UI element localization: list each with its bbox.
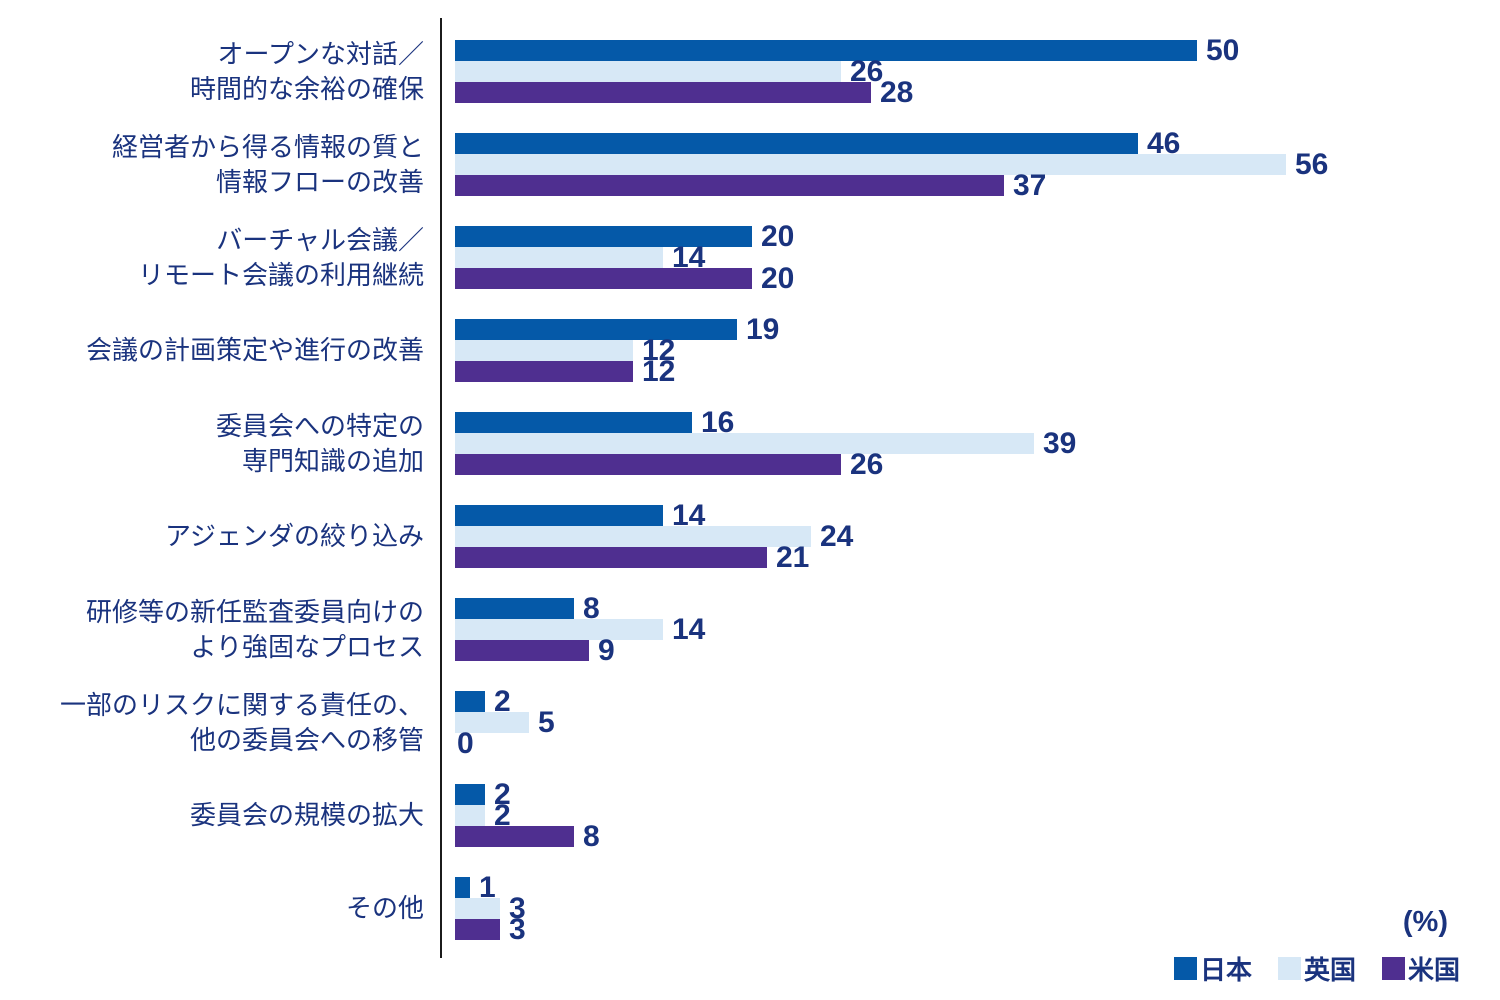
category-label: アジェンダの絞り込み bbox=[0, 505, 424, 568]
category-label: 会議の計画策定や進行の改善 bbox=[0, 319, 424, 382]
category-label: 経営者から得る情報の質と情報フローの改善 bbox=[0, 131, 424, 197]
category-label-line: 委員会への特定の bbox=[215, 410, 424, 441]
bar-japan bbox=[455, 226, 752, 247]
category-label-line: 専門知識の追加 bbox=[241, 445, 424, 476]
category-label-line: 情報フローの改善 bbox=[215, 166, 424, 197]
legend: 日本 英国 米国 bbox=[1173, 950, 1460, 987]
bar-us bbox=[455, 82, 871, 103]
category-label-line: 一部のリスクに関する責任の、 bbox=[59, 689, 424, 720]
legend-swatch-uk bbox=[1277, 957, 1301, 980]
value-label-us: 3 bbox=[509, 912, 526, 946]
value-label-japan: 1 bbox=[479, 870, 496, 904]
value-label-us: 20 bbox=[761, 261, 795, 295]
bar-uk bbox=[455, 247, 663, 268]
bar-uk bbox=[455, 154, 1286, 175]
value-label-japan: 16 bbox=[701, 405, 735, 439]
category-label: バーチャル会議／ リモート会議の利用継続 bbox=[0, 224, 424, 290]
value-label-us: 0 bbox=[457, 726, 474, 760]
value-label-uk: 24 bbox=[820, 519, 854, 553]
value-label-uk: 39 bbox=[1043, 426, 1077, 460]
bar-japan bbox=[455, 505, 663, 526]
value-label-japan: 50 bbox=[1206, 33, 1240, 67]
bar-us bbox=[455, 361, 633, 382]
legend-item-uk: 英国 bbox=[1277, 950, 1356, 987]
bar-uk bbox=[455, 340, 633, 361]
bar-uk bbox=[455, 433, 1034, 454]
bar-uk bbox=[455, 805, 485, 826]
bar-japan bbox=[455, 133, 1138, 154]
percent-unit-label: (%) bbox=[1402, 906, 1448, 938]
legend-label-uk: 英国 bbox=[1303, 955, 1356, 985]
category-label-line: アジェンダの絞り込み bbox=[165, 521, 424, 551]
bar-uk bbox=[455, 712, 529, 733]
value-label-uk: 26 bbox=[850, 54, 884, 88]
bar-japan bbox=[455, 598, 574, 619]
category-label-line: 委員会の規模の拡大 bbox=[189, 800, 424, 830]
bar-japan bbox=[455, 877, 470, 898]
category-label: 委員会への特定の専門知識の追加 bbox=[0, 410, 424, 476]
value-label-uk: 3 bbox=[509, 891, 526, 925]
category-label-line: 時間的な余裕の確保 bbox=[189, 73, 424, 104]
value-label-japan: 46 bbox=[1147, 126, 1181, 160]
category-label-line: 他の委員会への移管 bbox=[189, 724, 424, 755]
bar-japan bbox=[455, 412, 692, 433]
bar-japan bbox=[455, 691, 485, 712]
bar-us bbox=[455, 640, 589, 661]
value-label-japan: 19 bbox=[746, 312, 780, 346]
category-label-line: 経営者から得る情報の質と bbox=[111, 131, 424, 162]
category-label-line: その他 bbox=[345, 893, 424, 923]
legend-item-us: 米国 bbox=[1381, 950, 1460, 987]
bar-uk bbox=[455, 61, 841, 82]
value-label-us: 37 bbox=[1013, 168, 1047, 202]
value-label-us: 21 bbox=[776, 540, 810, 574]
bar-us bbox=[455, 454, 841, 475]
value-label-japan: 14 bbox=[672, 498, 706, 532]
bar-us bbox=[455, 175, 1004, 196]
legend-item-japan: 日本 bbox=[1173, 950, 1252, 987]
bar-us bbox=[455, 547, 767, 568]
value-label-us: 9 bbox=[598, 633, 615, 667]
value-label-japan: 20 bbox=[761, 219, 795, 253]
category-label-line: オープンな対話／ bbox=[217, 38, 424, 69]
value-label-uk: 56 bbox=[1295, 147, 1329, 181]
category-label-line: リモート会議の利用継続 bbox=[137, 259, 424, 290]
bar-uk bbox=[455, 526, 811, 547]
bar-japan bbox=[455, 784, 485, 805]
value-label-japan: 2 bbox=[494, 777, 511, 811]
category-label: 委員会の規模の拡大 bbox=[0, 784, 424, 847]
value-label-japan: 8 bbox=[583, 591, 600, 625]
legend-swatch-us bbox=[1381, 957, 1405, 980]
category-label-line: より強固なプロセス bbox=[190, 631, 424, 662]
category-label: オープンな対話／ 時間的な余裕の確保 bbox=[0, 38, 424, 104]
category-label: 研修等の新任監査委員向けのより強固なプロセス bbox=[0, 596, 424, 662]
legend-label-us: 米国 bbox=[1407, 955, 1460, 985]
value-label-us: 12 bbox=[642, 354, 676, 388]
value-label-uk: 14 bbox=[672, 240, 706, 274]
category-label: その他 bbox=[0, 877, 424, 940]
category-label-line: 会議の計画策定や進行の改善 bbox=[85, 335, 424, 365]
value-label-us: 8 bbox=[583, 819, 600, 853]
category-label: 一部のリスクに関する責任の、他の委員会への移管 bbox=[0, 689, 424, 755]
category-label-line: バーチャル会議／ bbox=[216, 224, 424, 255]
bar-japan bbox=[455, 40, 1197, 61]
value-label-us: 26 bbox=[850, 447, 884, 481]
bar-uk bbox=[455, 619, 663, 640]
value-label-uk: 14 bbox=[672, 612, 706, 646]
value-label-japan: 2 bbox=[494, 684, 511, 718]
category-label-line: 研修等の新任監査委員向けの bbox=[85, 596, 424, 627]
legend-swatch-japan bbox=[1173, 957, 1197, 980]
bar-japan bbox=[455, 319, 737, 340]
bar-uk bbox=[455, 898, 500, 919]
bar-us bbox=[455, 919, 500, 940]
axis-line bbox=[440, 18, 442, 958]
bar-us bbox=[455, 268, 752, 289]
value-label-uk: 5 bbox=[538, 705, 555, 739]
legend-label-japan: 日本 bbox=[1199, 955, 1252, 985]
value-label-uk: 2 bbox=[494, 798, 511, 832]
value-label-us: 28 bbox=[880, 75, 914, 109]
bar-us bbox=[455, 826, 574, 847]
